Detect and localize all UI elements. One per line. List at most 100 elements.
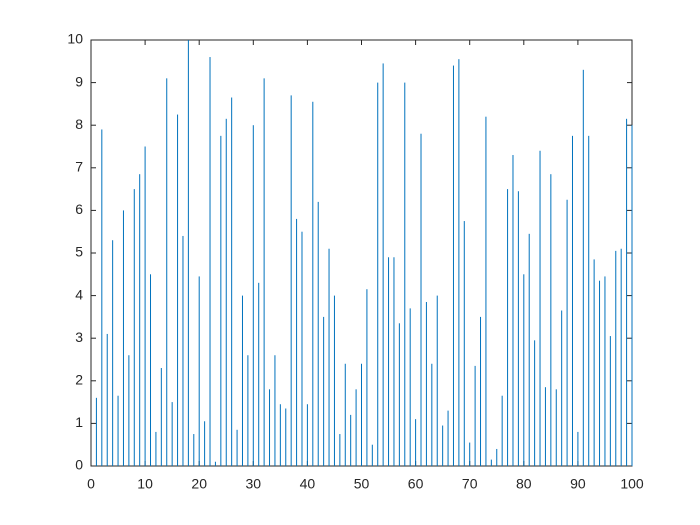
y-tick-label: 8: [75, 116, 83, 132]
bar: [252, 125, 254, 466]
bar: [431, 363, 433, 466]
bar: [523, 274, 525, 466]
bar: [452, 65, 454, 466]
bar: [225, 118, 227, 466]
bar: [117, 395, 119, 466]
bar: [577, 431, 579, 466]
y-tick-label: 10: [67, 31, 83, 47]
bar: [485, 116, 487, 467]
bar: [425, 301, 427, 466]
bar: [101, 129, 103, 466]
bar: [447, 410, 449, 466]
bar: [247, 355, 249, 466]
bar: [496, 448, 498, 466]
bar: [139, 174, 141, 466]
bar: [312, 101, 314, 467]
bar: [458, 59, 460, 467]
bar: [588, 135, 590, 466]
bar: [258, 282, 260, 466]
x-tick-label: 100: [620, 476, 644, 492]
x-tick-label: 50: [354, 476, 370, 492]
bar: [236, 429, 238, 466]
bar: [609, 336, 611, 466]
y-tick-label: 3: [75, 329, 83, 345]
bar: [388, 257, 390, 466]
bar: [474, 365, 476, 466]
bar: [160, 368, 162, 466]
bar: [631, 125, 633, 466]
bar: [155, 431, 157, 466]
bar: [344, 363, 346, 466]
bar: [582, 69, 584, 466]
bar: [371, 444, 373, 466]
bar: [393, 257, 395, 466]
bar: [398, 323, 400, 466]
bar: [144, 146, 146, 466]
x-tick-label: 0: [87, 476, 95, 492]
bar: [404, 82, 406, 466]
bar: [539, 150, 541, 466]
bar: [198, 276, 200, 466]
bar: [599, 280, 601, 466]
bar: [231, 97, 233, 466]
bar: [507, 189, 509, 466]
bar: [382, 63, 384, 467]
bar: [263, 78, 265, 466]
bar: [128, 355, 130, 466]
bar: [534, 340, 536, 466]
bar: [220, 135, 222, 466]
bar: [436, 295, 438, 466]
bar: [290, 95, 292, 466]
bar: [133, 189, 135, 466]
bar: [620, 248, 622, 466]
bar: [604, 276, 606, 466]
bar: [150, 274, 152, 466]
bar: [187, 40, 189, 466]
bar: [182, 235, 184, 466]
bar: [296, 218, 298, 466]
x-tick-label: 40: [300, 476, 316, 492]
x-tick-label: 10: [137, 476, 153, 492]
bar: [420, 133, 422, 466]
bar: [528, 233, 530, 466]
bar: [593, 259, 595, 466]
bar: [317, 201, 319, 466]
bar: [193, 434, 195, 466]
bar: [355, 389, 357, 466]
y-tick-label: 4: [75, 286, 83, 302]
bar: [95, 397, 97, 466]
bar: [544, 387, 546, 466]
bar: [555, 389, 557, 466]
x-tick-label: 60: [408, 476, 424, 492]
bar: [209, 57, 211, 466]
bar: [480, 316, 482, 466]
bar: [463, 221, 465, 466]
bar: [122, 210, 124, 466]
bar: [615, 250, 617, 466]
bar: [366, 289, 368, 466]
bar: [626, 118, 628, 466]
bar: [512, 155, 514, 466]
bar: [415, 419, 417, 466]
bar: [561, 310, 563, 466]
bar: [269, 389, 271, 466]
bar: [550, 174, 552, 466]
y-tick-label: 2: [75, 372, 83, 388]
bar: [323, 316, 325, 466]
x-tick-label: 80: [516, 476, 532, 492]
bar: [214, 461, 216, 466]
bar: [106, 333, 108, 466]
y-tick-label: 5: [75, 244, 83, 260]
bar: [274, 355, 276, 466]
bar: [361, 363, 362, 466]
y-tick-label: 6: [75, 201, 83, 217]
x-tick-label: 20: [191, 476, 207, 492]
bar: [571, 135, 573, 466]
bar: [177, 114, 179, 467]
bar: [377, 82, 379, 466]
bar: [333, 295, 335, 466]
bar: [442, 425, 444, 466]
bar: [469, 442, 471, 466]
bar: [166, 78, 168, 466]
